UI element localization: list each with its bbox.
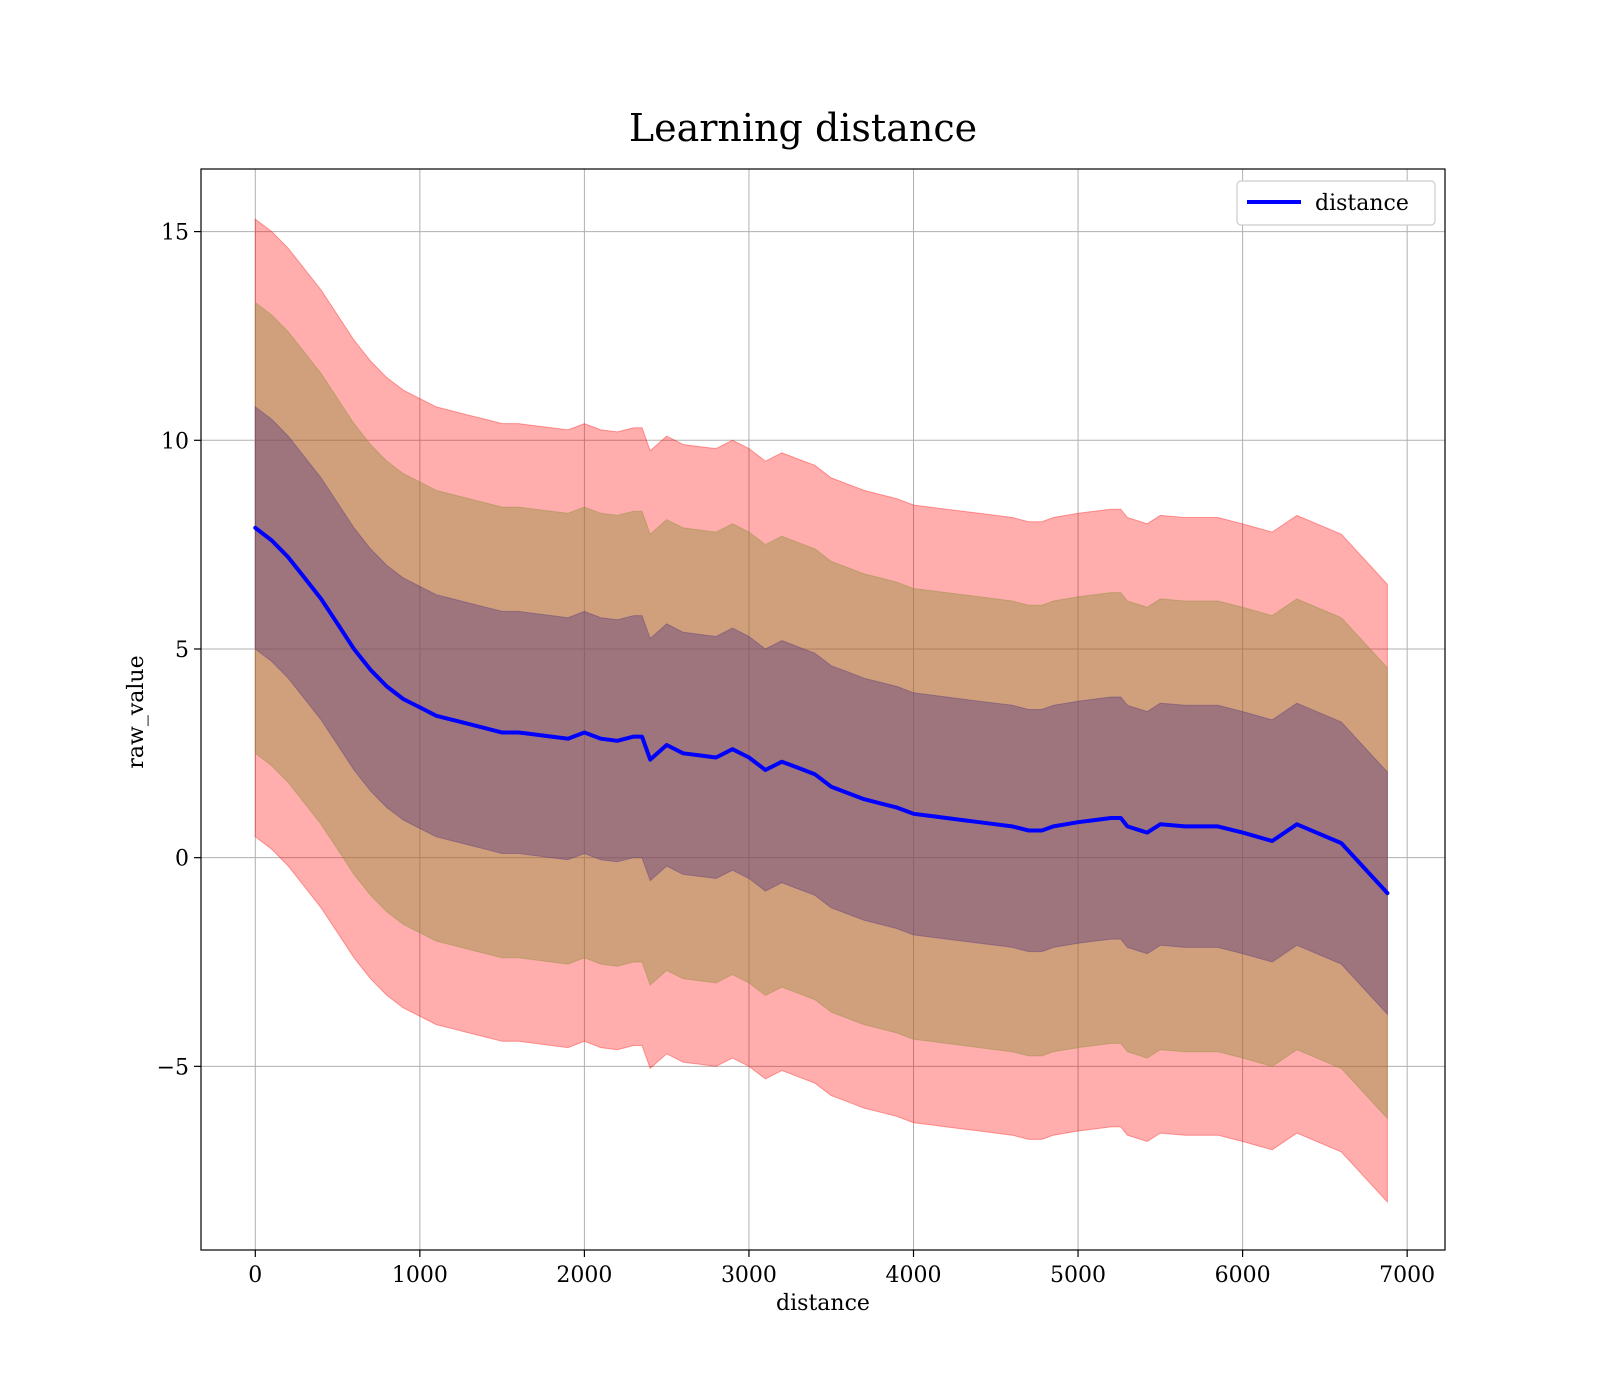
x-tick-label: 4000 [886, 1263, 942, 1288]
plot-frame [200, 168, 1446, 1251]
legend: distance [1236, 180, 1436, 226]
legend-box [1236, 180, 1436, 226]
chart-title: Learning distance [629, 106, 977, 150]
series-line-distance [253, 525, 1390, 896]
x-tick-label: 2000 [556, 1263, 612, 1288]
x-tick-label: 7000 [1379, 1263, 1435, 1288]
y-tick-label: 0 [175, 847, 189, 872]
band-middle [254, 301, 1388, 1120]
y-axis-ticks: −5 0 5 10 15 [157, 221, 201, 1080]
x-tick-label: 1000 [392, 1263, 448, 1288]
series-lines [253, 525, 1390, 896]
x-tick-label: 6000 [1215, 1263, 1271, 1288]
x-tick-label: 0 [248, 1263, 262, 1288]
confidence-bands [254, 218, 1388, 1204]
grid-lines [201, 169, 1445, 1250]
y-tick-label: 15 [161, 221, 189, 246]
y-tick-label: 5 [175, 638, 189, 663]
x-axis-title: distance [776, 1291, 870, 1316]
band-outer [254, 218, 1388, 1204]
x-tick-label: 5000 [1050, 1263, 1106, 1288]
y-axis-title: raw_value [124, 655, 149, 768]
x-axis-ticks: 0 1000 2000 3000 4000 5000 6000 7000 [248, 1250, 1435, 1288]
y-tick-label: 10 [161, 429, 189, 454]
y-tick-label: −5 [157, 1055, 189, 1080]
x-tick-label: 3000 [721, 1263, 777, 1288]
band-inner [254, 405, 1388, 1016]
legend-label-distance: distance [1315, 191, 1409, 216]
